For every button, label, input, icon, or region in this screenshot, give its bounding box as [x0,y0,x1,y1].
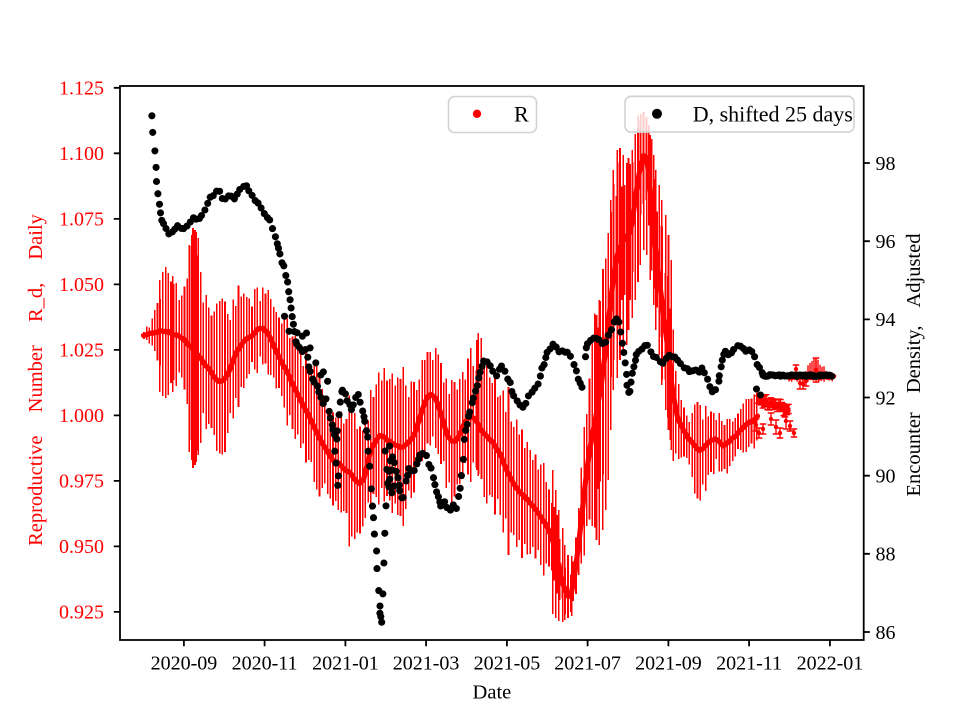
svg-text:2020-09: 2020-09 [151,653,218,675]
svg-text:2020-11: 2020-11 [232,653,298,675]
svg-text:Encounter Density, Adjusted: Encounter Density, Adjusted [903,234,925,497]
svg-text:98: 98 [876,153,896,175]
svg-text:94: 94 [876,309,896,331]
svg-text:Date: Date [473,682,512,704]
svg-text:86: 86 [876,622,896,644]
svg-text:1.125: 1.125 [59,78,104,100]
svg-text:1.000: 1.000 [59,405,104,427]
svg-text:96: 96 [876,231,896,253]
svg-text:1.025: 1.025 [59,340,104,362]
svg-text:88: 88 [876,544,896,566]
svg-text:2021-03: 2021-03 [393,653,460,675]
svg-text:2021-11: 2021-11 [716,653,782,675]
svg-text:Reproductive Number R_d, Daily: Reproductive Number R_d, Daily [25,213,47,546]
svg-text:0.925: 0.925 [59,602,104,624]
svg-text:0.975: 0.975 [59,471,104,493]
svg-text:D, shifted 25 days: D, shifted 25 days [693,101,853,126]
svg-text:90: 90 [876,466,896,488]
svg-text:2021-07: 2021-07 [554,653,621,675]
svg-text:92: 92 [876,387,896,409]
svg-text:2022-01: 2022-01 [797,653,864,675]
svg-text:R: R [514,101,529,126]
svg-text:1.075: 1.075 [59,209,104,231]
svg-text:0.950: 0.950 [59,536,104,558]
svg-text:2021-05: 2021-05 [474,653,541,675]
svg-text:2021-01: 2021-01 [312,653,379,675]
svg-text:1.100: 1.100 [59,143,104,165]
svg-text:1.050: 1.050 [59,274,104,296]
svg-text:2021-09: 2021-09 [635,653,702,675]
